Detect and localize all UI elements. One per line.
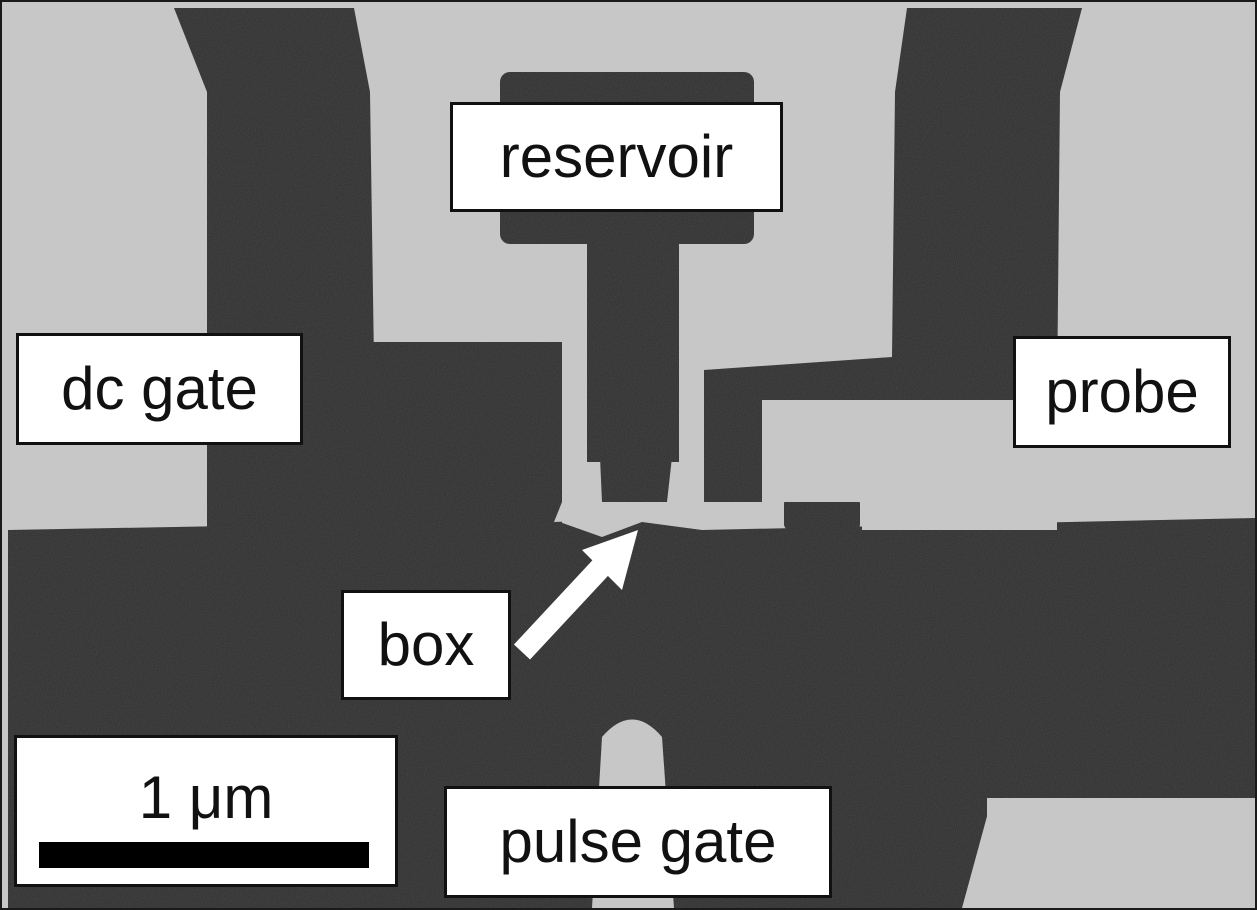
scale-bar-line: [39, 842, 369, 868]
box-label: box: [341, 590, 511, 700]
scale-bar: 1 μm: [14, 735, 398, 887]
pulse-gate-label: pulse gate: [444, 786, 832, 898]
reservoir-label: reservoir: [450, 102, 783, 212]
scale-bar-text: 1 μm: [138, 764, 274, 831]
probe-label: probe: [1013, 336, 1231, 448]
box-arrow: [513, 530, 638, 660]
dc-gate-label: dc gate: [16, 333, 303, 445]
